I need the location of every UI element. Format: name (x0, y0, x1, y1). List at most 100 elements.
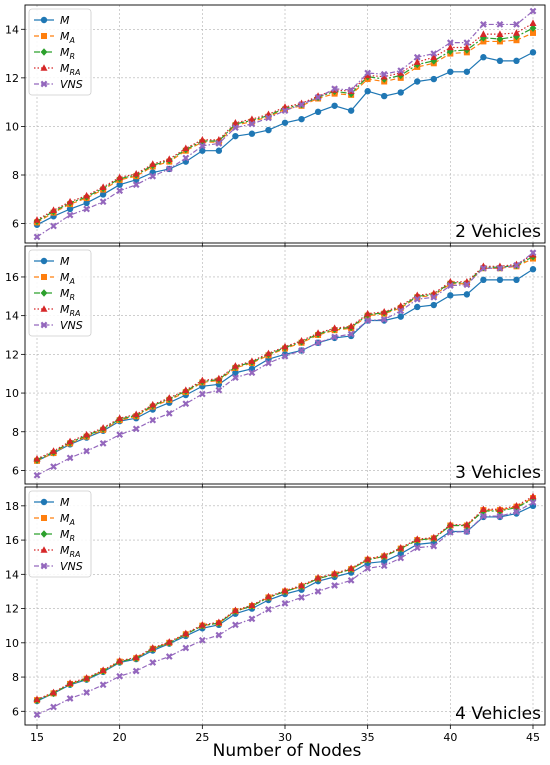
data-point-vns (463, 528, 471, 535)
x-tick-label: 45 (526, 731, 540, 744)
data-point-vns (314, 339, 322, 347)
data-point-mra (397, 69, 405, 76)
data-point-vns (496, 512, 504, 520)
data-point-vns (281, 107, 289, 115)
data-point-vns (364, 564, 372, 572)
data-point-m (480, 276, 487, 284)
data-point-vns (364, 317, 372, 324)
x-tick-label: 25 (195, 731, 209, 744)
data-point-mra (198, 621, 206, 628)
data-point-mra (364, 555, 372, 562)
y-tick-label: 10 (5, 637, 19, 650)
data-point-mra (380, 72, 388, 80)
data-point-vns (215, 631, 223, 639)
data-point-mra (83, 191, 91, 199)
data-point-mra (281, 586, 289, 594)
data-point-m (215, 147, 223, 154)
y-tick-label: 14 (5, 568, 19, 581)
data-point-vns (480, 21, 487, 28)
data-point-mra (446, 43, 454, 51)
legend-label-vns: VNS (60, 560, 83, 573)
panel-label: 3 Vehicles (455, 463, 541, 483)
data-point-vns (99, 198, 107, 206)
data-point-vns (314, 93, 322, 101)
legend-marker-vns (40, 80, 48, 88)
data-point-mra (298, 337, 306, 344)
data-point-vns (413, 53, 421, 61)
data-point-vns (215, 140, 223, 147)
data-point-mra (99, 666, 107, 674)
data-point-vns (347, 576, 355, 584)
data-point-m (199, 147, 206, 154)
data-point-m (364, 88, 371, 95)
data-point-vns (480, 264, 487, 272)
y-tick-label: 12 (5, 348, 19, 361)
data-point-vns (198, 636, 206, 644)
data-point-vns (529, 249, 537, 257)
data-point-mra (364, 71, 372, 79)
data-point-vns (198, 142, 206, 150)
data-point-m (331, 102, 338, 109)
x-tick-label: 30 (278, 731, 292, 744)
y-tick-label: 16 (5, 271, 19, 284)
panel-label: 4 Vehicles (455, 704, 541, 724)
data-point-m (381, 92, 388, 100)
data-point-mra (264, 592, 272, 600)
data-point-vns (33, 711, 41, 719)
data-point-vns (149, 416, 157, 424)
data-point-vns (232, 374, 239, 381)
data-point-vns (430, 542, 438, 550)
data-point-mra (215, 374, 223, 382)
legend-marker-mr (40, 48, 48, 56)
data-point-m (347, 107, 355, 114)
data-point-m (314, 108, 322, 116)
data-point-vns (281, 600, 289, 607)
y-tick-label: 10 (5, 387, 19, 400)
data-point-mra (314, 92, 322, 99)
data-point-vns (165, 165, 173, 173)
legend-box (28, 490, 92, 578)
data-point-vns (397, 67, 405, 74)
data-point-mra (66, 197, 74, 205)
y-tick-label: 6 (12, 705, 19, 718)
data-point-vns (182, 400, 190, 408)
data-point-mra (463, 43, 471, 51)
data-point-vns (165, 409, 173, 417)
data-point-vns (232, 621, 239, 629)
legend-marker-ma (41, 274, 47, 280)
data-point-ma (530, 29, 536, 36)
data-point-vns (314, 588, 322, 595)
data-point-vns (380, 316, 388, 323)
data-point-vns (446, 39, 454, 47)
x-tick-label: 20 (113, 731, 127, 744)
data-point-vns (380, 70, 388, 78)
series-mra (33, 19, 537, 223)
legend-marker-ma (41, 515, 47, 521)
data-point-m (281, 119, 289, 126)
data-point-m (513, 276, 520, 284)
data-point-mra (446, 520, 454, 528)
legend-marker-m (40, 498, 48, 506)
data-point-vns (83, 447, 90, 455)
data-point-mra (66, 679, 74, 686)
data-point-m (430, 75, 437, 83)
y-tick-label: 14 (5, 310, 19, 323)
data-point-vns (33, 471, 41, 479)
data-point-mra (314, 573, 322, 581)
data-point-vns (480, 512, 487, 520)
data-point-vns (182, 644, 190, 652)
x-tick-label: 40 (443, 731, 457, 744)
data-point-vns (347, 330, 355, 338)
data-point-vns (513, 21, 520, 28)
data-point-m (529, 49, 537, 56)
data-point-vns (66, 211, 74, 219)
data-point-mra (529, 19, 537, 27)
data-point-mra (314, 329, 322, 336)
data-point-mra (182, 629, 190, 637)
legend-marker-vns (40, 321, 48, 329)
x-axis-label: Number of Nodes (213, 741, 362, 761)
legend-marker-ma (41, 33, 47, 39)
data-point-mra (132, 410, 140, 418)
